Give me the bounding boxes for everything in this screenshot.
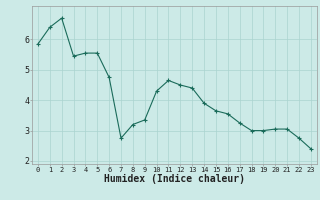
X-axis label: Humidex (Indice chaleur): Humidex (Indice chaleur): [104, 174, 245, 184]
